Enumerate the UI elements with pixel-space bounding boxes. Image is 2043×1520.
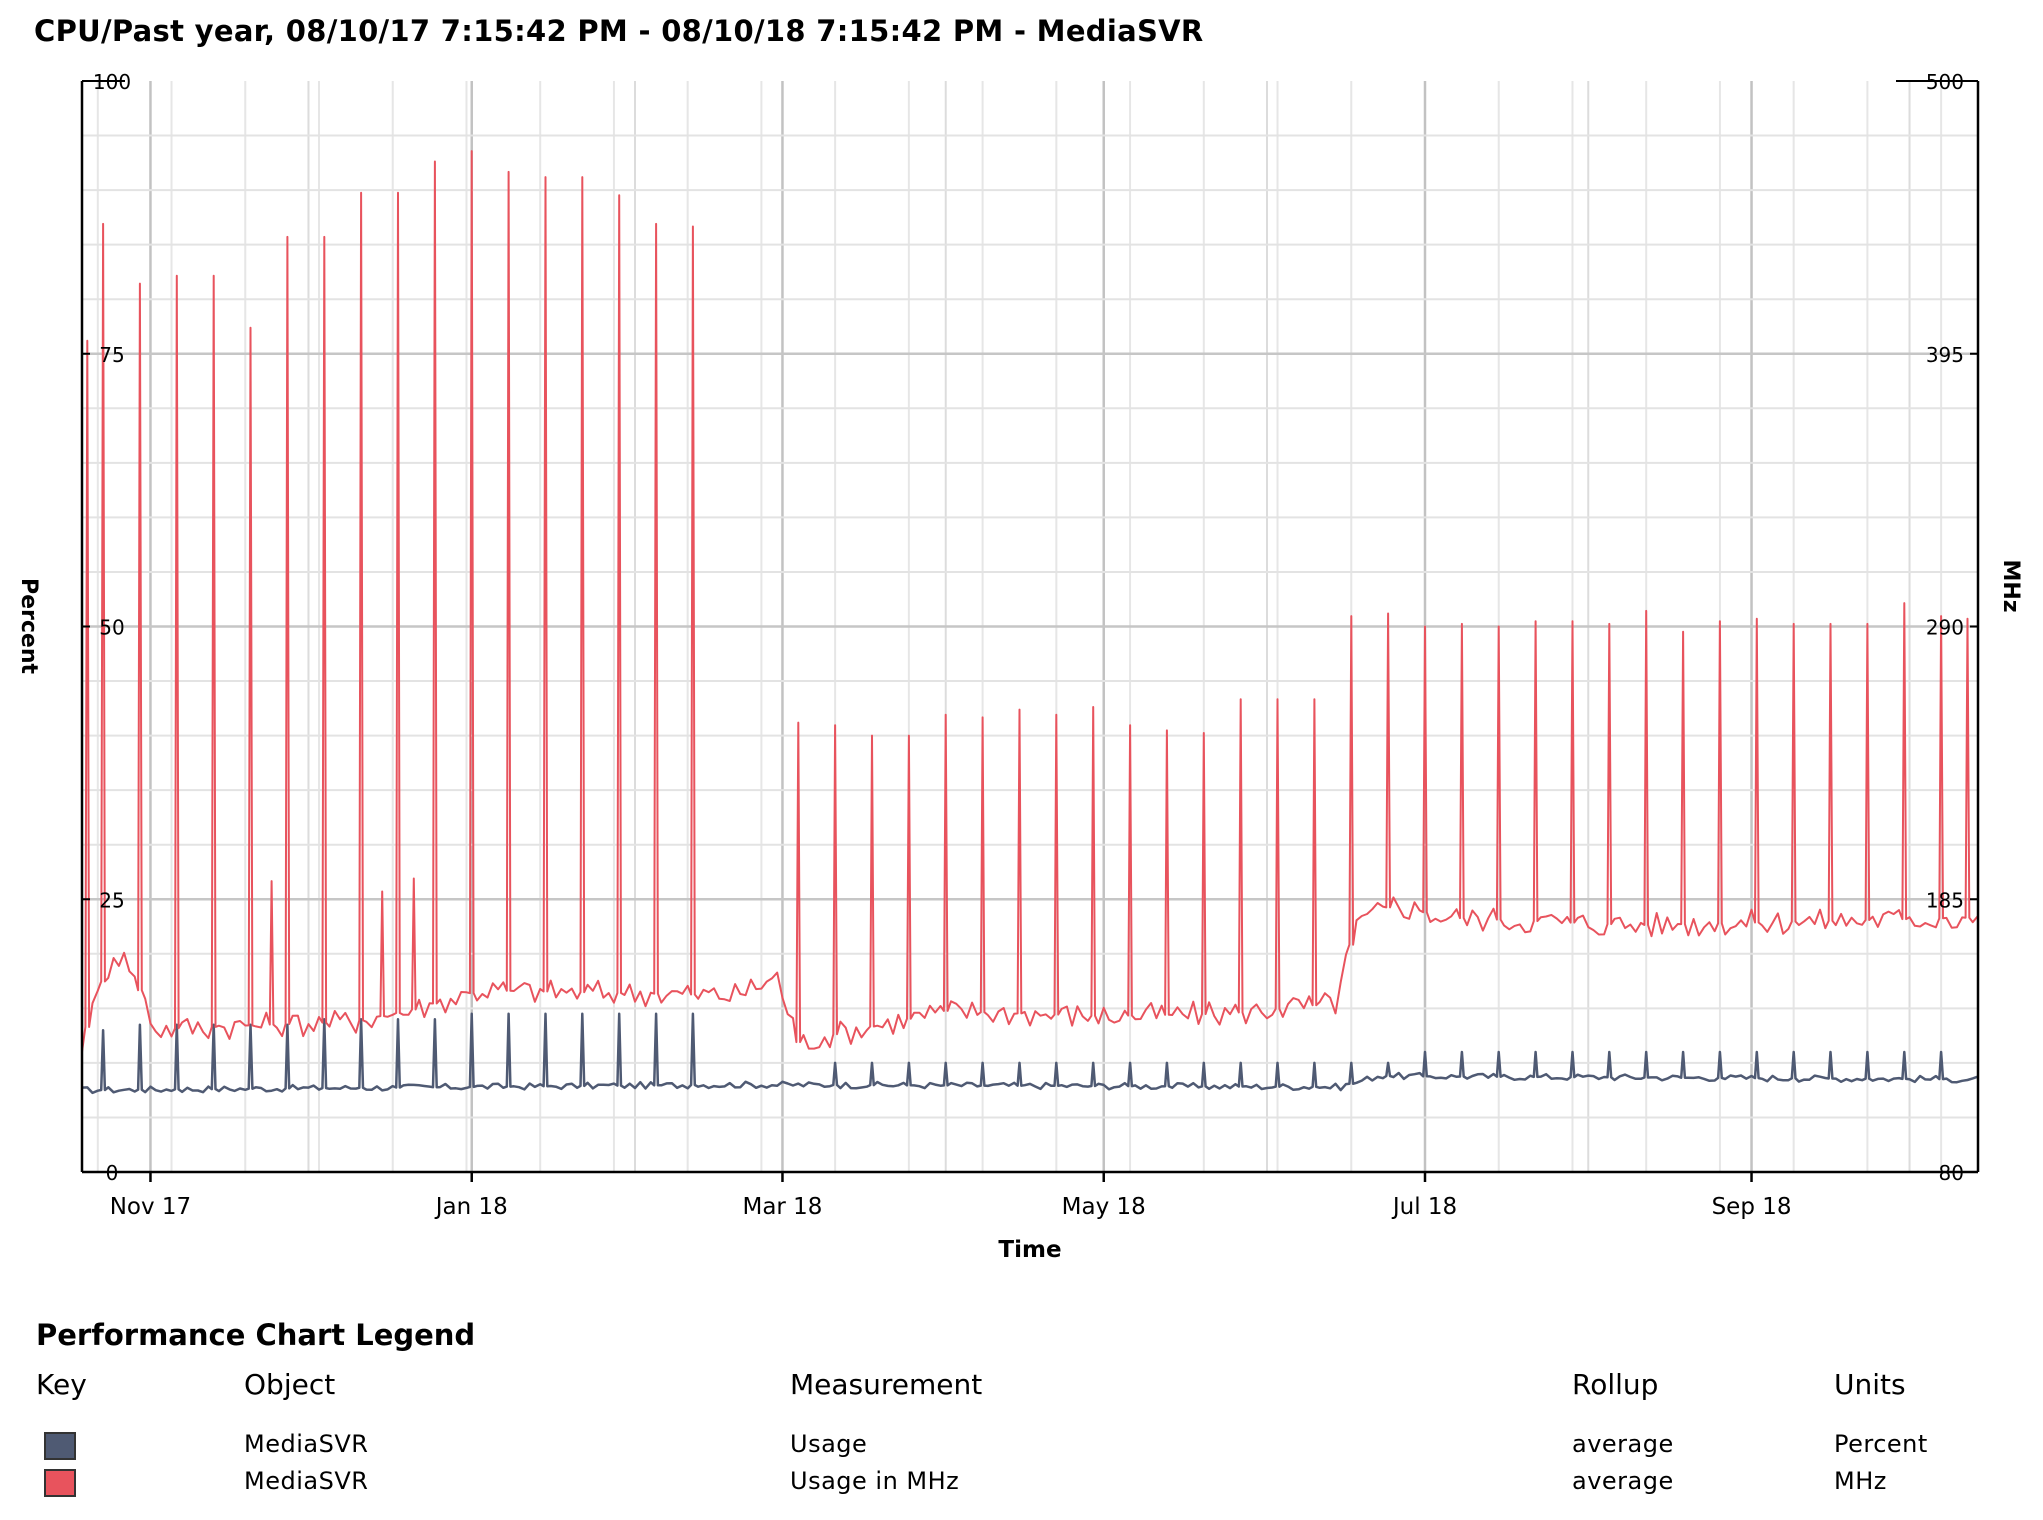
y-right-tick-label: 395 — [1926, 343, 1964, 367]
legend-row-object: MediaSVR — [244, 1467, 369, 1495]
legend-row-object: MediaSVR — [244, 1430, 369, 1458]
y-left-tick-label: 100 — [93, 70, 131, 94]
x-tick-label: Mar 18 — [742, 1194, 822, 1220]
legend-row-measurement: Usage — [790, 1430, 868, 1458]
x-tick-label: Nov 17 — [110, 1194, 191, 1220]
y-left-tick-label: 0 — [106, 1161, 119, 1185]
chart-title: CPU/Past year, 08/10/17 7:15:42 PM - 08/… — [34, 14, 1204, 48]
x-axis-title: Time — [998, 1237, 1061, 1263]
series-line-usage-mhz — [81, 150, 1979, 1053]
legend-row-rollup: average — [1572, 1467, 1674, 1495]
legend-header-units: Units — [1834, 1368, 1906, 1401]
y-right-tick-label: 80 — [1939, 1161, 1964, 1185]
x-tick-label: Sep 18 — [1712, 1194, 1792, 1220]
y-right-tick-label: 500 — [1926, 70, 1964, 94]
chart-plot: 0 25 50 75 100 80 185 290 395 500 Nov 17 Jan 18 Mar … — [16, 70, 2023, 1263]
legend-row-units: MHz — [1834, 1467, 1887, 1495]
legend-header-measurement: Measurement — [790, 1368, 983, 1401]
y-left-tick-label: 25 — [99, 888, 124, 912]
legend-swatch-usage — [44, 1432, 76, 1460]
legend-header-rollup: Rollup — [1572, 1368, 1659, 1401]
y-left-tick-label: 50 — [99, 616, 124, 640]
legend-row-rollup: average — [1572, 1430, 1674, 1458]
legend-title: Performance Chart Legend — [36, 1318, 476, 1352]
y-left-axis-title: Percent — [16, 578, 41, 675]
legend-row-measurement: Usage in MHz — [790, 1467, 960, 1495]
y-right-tick-label: 290 — [1926, 616, 1964, 640]
legend-header-object: Object — [244, 1368, 336, 1401]
series-line-usage — [81, 1012, 1979, 1095]
y-right-tick-label: 185 — [1926, 888, 1964, 912]
legend-header-key: Key — [36, 1368, 87, 1401]
y-right-axis-title: MHz — [1998, 559, 2023, 612]
y-left-tick-label: 75 — [99, 343, 124, 367]
legend-row-units: Percent — [1834, 1430, 1928, 1458]
x-tick-label: Jul 18 — [1391, 1194, 1457, 1220]
x-tick-label: Jan 18 — [434, 1194, 508, 1220]
x-tick-label: May 18 — [1062, 1194, 1146, 1220]
legend-swatch-usage-mhz — [44, 1469, 76, 1497]
